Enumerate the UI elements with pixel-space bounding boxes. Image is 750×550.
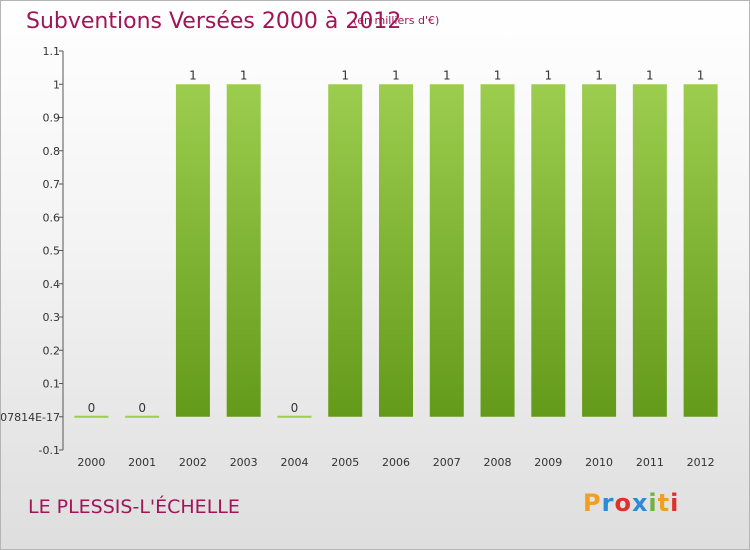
bar-2011 xyxy=(632,84,667,417)
y-tick-label: 1.1 xyxy=(43,45,61,58)
logo-letter: i xyxy=(648,489,658,517)
chart-title: Subventions Versées 2000 à 2012 xyxy=(26,9,402,34)
bar-2001 xyxy=(125,415,160,418)
x-tick-label-2008: 2008 xyxy=(484,456,512,469)
unit-note: (en milliers d'€) xyxy=(353,14,440,27)
x-tick-label-2011: 2011 xyxy=(636,456,664,469)
x-tick-label-2004: 2004 xyxy=(280,456,308,469)
commune-name: LE PLESSIS-L'ÉCHELLE xyxy=(28,496,240,518)
proxiti-logo: Proxiti xyxy=(583,489,679,517)
data-label-2011: 1 xyxy=(646,68,654,82)
x-tick-label-2009: 2009 xyxy=(534,456,562,469)
bar-2010 xyxy=(582,84,617,417)
bar-2006 xyxy=(379,84,413,417)
y-tick-label: 0.8 xyxy=(43,145,61,158)
bar-2003 xyxy=(226,84,261,417)
y-tick-label: 0.2 xyxy=(43,344,61,357)
data-label-2012: 1 xyxy=(697,68,705,82)
bar-2004 xyxy=(277,415,312,418)
logo-letter: i xyxy=(670,489,680,517)
logo-letter: o xyxy=(614,489,632,517)
bar-2005 xyxy=(328,84,363,417)
x-tick-label-2007: 2007 xyxy=(433,456,461,469)
data-label-2006: 1 xyxy=(392,68,400,82)
y-tick-label: 0.6 xyxy=(43,211,61,224)
data-label-2002: 1 xyxy=(189,68,197,82)
logo-letter: r xyxy=(601,489,615,517)
logo-letter: x xyxy=(631,489,649,517)
data-label-2000: 0 xyxy=(88,401,96,415)
x-tick-label-2010: 2010 xyxy=(585,456,613,469)
data-label-2010: 1 xyxy=(595,68,603,82)
y-tick-label: -0.1 xyxy=(39,444,60,457)
bar-2000 xyxy=(74,415,109,418)
data-label-2001: 0 xyxy=(138,401,146,415)
bar-2002 xyxy=(175,84,210,417)
logo-letter: t xyxy=(657,489,671,517)
x-tick-label-2006: 2006 xyxy=(382,456,410,469)
x-tick-label-2002: 2002 xyxy=(179,456,207,469)
data-label-2003: 1 xyxy=(240,68,248,82)
y-tick-label: 1 xyxy=(53,78,60,91)
bar-2009 xyxy=(531,84,566,417)
y-tick-label: 0.1 xyxy=(43,378,61,391)
data-label-2004: 0 xyxy=(291,401,299,415)
y-tick-label: 0.4 xyxy=(43,278,61,291)
logo-letter: P xyxy=(583,489,602,517)
bar-2008 xyxy=(480,84,515,417)
data-label-2009: 1 xyxy=(544,68,552,82)
data-label-2007: 1 xyxy=(443,68,451,82)
y-tick-label: 0.3 xyxy=(43,311,61,324)
bar-2007 xyxy=(429,84,464,417)
x-tick-label-2001: 2001 xyxy=(128,456,156,469)
y-tick-label: 307814E-17 xyxy=(1,411,60,424)
x-tick-label-2005: 2005 xyxy=(331,456,359,469)
bar-2012 xyxy=(683,84,718,417)
x-tick-label-2012: 2012 xyxy=(687,456,715,469)
y-tick-label: 0.5 xyxy=(43,245,61,258)
y-tick-label: 0.7 xyxy=(43,178,61,191)
x-tick-label-2000: 2000 xyxy=(77,456,105,469)
data-label-2008: 1 xyxy=(494,68,502,82)
data-label-2005: 1 xyxy=(341,68,349,82)
x-tick-label-2003: 2003 xyxy=(230,456,258,469)
y-tick-label: 0.9 xyxy=(43,112,61,125)
